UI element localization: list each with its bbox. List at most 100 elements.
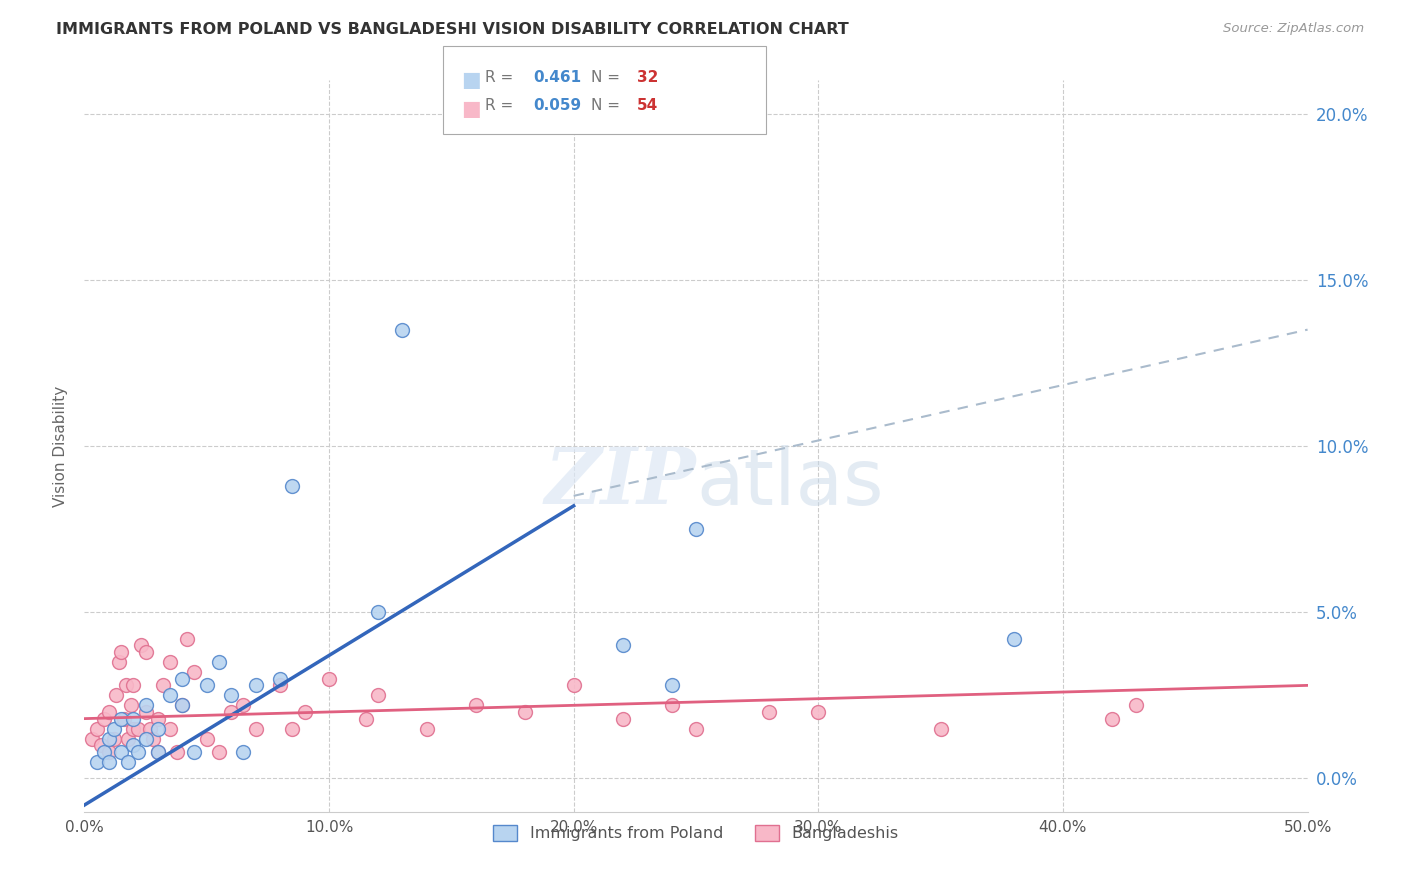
Point — [129, 639, 152, 653]
Point — [281, 479, 304, 493]
Legend: Immigrants from Poland, Bangladeshis: Immigrants from Poland, Bangladeshis — [486, 818, 905, 847]
Point — [146, 745, 169, 759]
Point — [208, 745, 231, 759]
Text: ■: ■ — [461, 99, 481, 119]
Point — [219, 705, 242, 719]
Point — [135, 698, 157, 713]
Point — [110, 645, 132, 659]
Text: IMMIGRANTS FROM POLAND VS BANGLADESHI VISION DISABILITY CORRELATION CHART: IMMIGRANTS FROM POLAND VS BANGLADESHI VI… — [56, 22, 849, 37]
Point — [183, 745, 205, 759]
Point — [929, 722, 952, 736]
Point — [176, 632, 198, 646]
Point — [127, 722, 149, 736]
Point — [416, 722, 439, 736]
Point — [97, 705, 120, 719]
Point — [195, 678, 218, 692]
Point — [612, 712, 634, 726]
Point — [391, 323, 413, 337]
Point — [758, 705, 780, 719]
Point — [97, 755, 120, 769]
Point — [93, 745, 115, 759]
Point — [97, 731, 120, 746]
Point — [159, 655, 181, 669]
Point — [122, 722, 145, 736]
Point — [294, 705, 316, 719]
Point — [93, 712, 115, 726]
Point — [86, 755, 108, 769]
Point — [367, 605, 389, 619]
Point — [232, 745, 254, 759]
Point — [807, 705, 830, 719]
Point — [135, 645, 157, 659]
Point — [112, 712, 135, 726]
Point — [107, 655, 129, 669]
Point — [245, 678, 267, 692]
Point — [269, 678, 291, 692]
Point — [513, 705, 536, 719]
Text: ■: ■ — [461, 70, 481, 90]
Point — [146, 712, 169, 726]
Point — [562, 678, 585, 692]
Text: N =: N = — [591, 70, 624, 85]
Point — [172, 698, 194, 713]
Point — [1002, 632, 1025, 646]
Point — [139, 722, 162, 736]
Point — [172, 698, 194, 713]
Point — [685, 722, 707, 736]
Text: Source: ZipAtlas.com: Source: ZipAtlas.com — [1223, 22, 1364, 36]
Point — [122, 738, 145, 752]
Point — [110, 745, 132, 759]
Point — [142, 731, 165, 746]
Point — [90, 738, 112, 752]
Point — [1101, 712, 1123, 726]
Point — [159, 689, 181, 703]
Point — [110, 712, 132, 726]
Point — [115, 678, 138, 692]
Text: ZIP: ZIP — [544, 444, 696, 521]
Point — [354, 712, 377, 726]
Text: 32: 32 — [637, 70, 658, 85]
Point — [135, 705, 157, 719]
Text: 54: 54 — [637, 98, 658, 113]
Text: R =: R = — [485, 98, 519, 113]
Point — [661, 698, 683, 713]
Point — [367, 689, 389, 703]
Point — [103, 722, 125, 736]
Text: 0.059: 0.059 — [533, 98, 581, 113]
Y-axis label: Vision Disability: Vision Disability — [53, 385, 69, 507]
Text: N =: N = — [591, 98, 624, 113]
Point — [135, 731, 157, 746]
Point — [80, 731, 103, 746]
Point — [152, 678, 174, 692]
Text: 0.461: 0.461 — [533, 70, 581, 85]
Point — [105, 689, 128, 703]
Point — [117, 731, 139, 746]
Point — [86, 722, 108, 736]
Point — [120, 698, 142, 713]
Point — [159, 722, 181, 736]
Point — [117, 755, 139, 769]
Point — [103, 731, 125, 746]
Point — [146, 722, 169, 736]
Point — [245, 722, 267, 736]
Point — [122, 678, 145, 692]
Point — [166, 745, 188, 759]
Point — [97, 745, 120, 759]
Point — [122, 712, 145, 726]
Point — [281, 722, 304, 736]
Point — [208, 655, 231, 669]
Point — [464, 698, 486, 713]
Point — [172, 672, 194, 686]
Point — [612, 639, 634, 653]
Point — [127, 745, 149, 759]
Point — [1125, 698, 1147, 713]
Point — [232, 698, 254, 713]
Point — [685, 522, 707, 536]
Point — [195, 731, 218, 746]
Text: atlas: atlas — [696, 444, 883, 521]
Point — [318, 672, 340, 686]
Point — [183, 665, 205, 679]
Point — [146, 745, 169, 759]
Text: R =: R = — [485, 70, 519, 85]
Point — [219, 689, 242, 703]
